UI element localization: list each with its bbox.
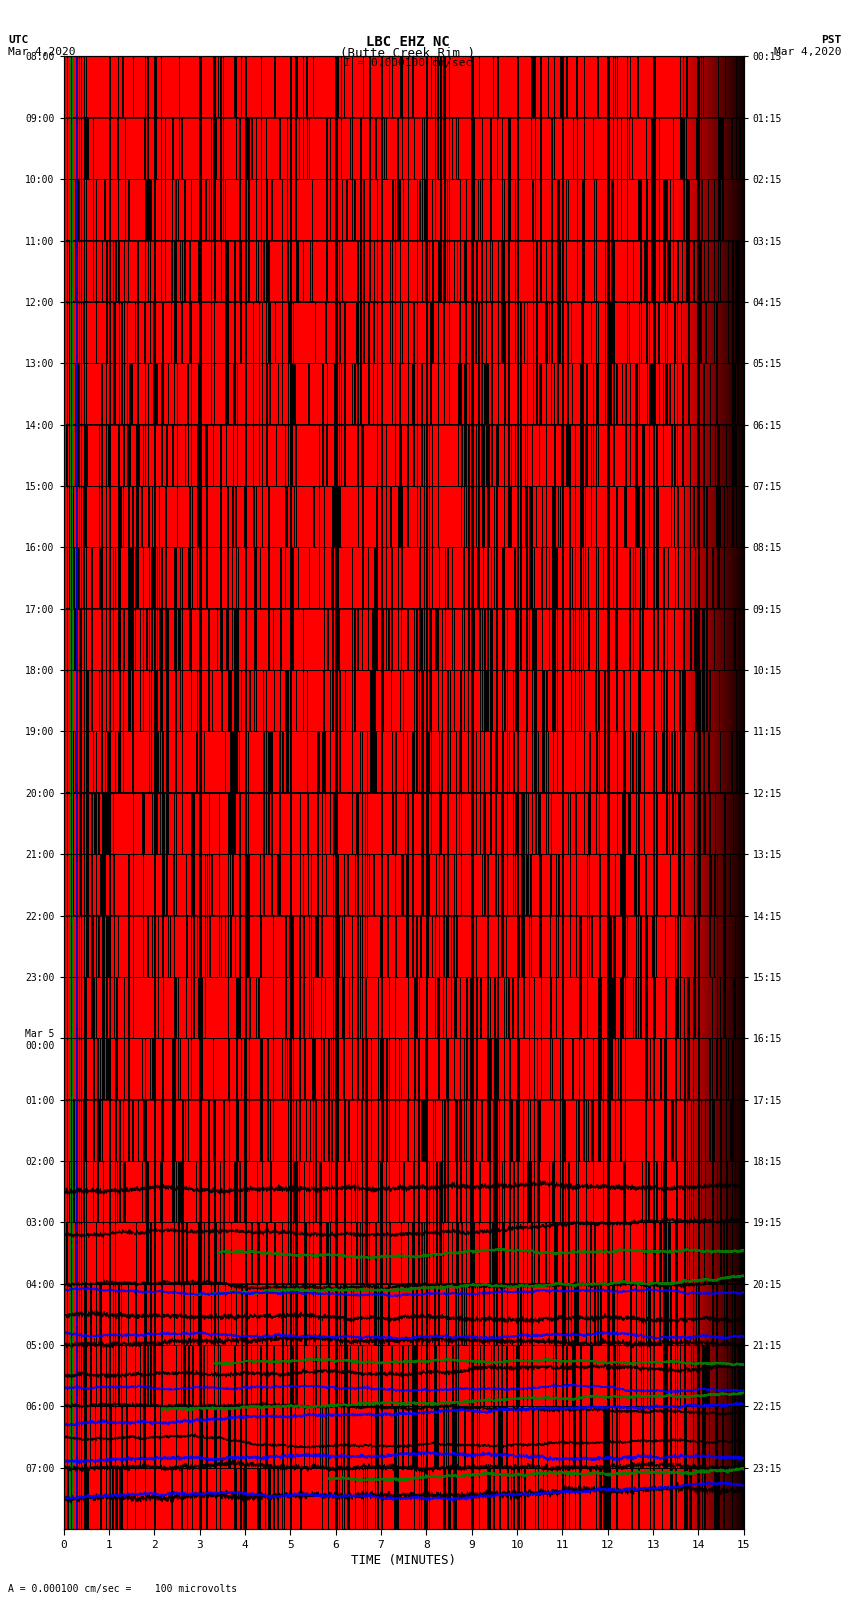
Text: LBC EHZ NC: LBC EHZ NC: [366, 35, 450, 50]
X-axis label: TIME (MINUTES): TIME (MINUTES): [351, 1553, 456, 1566]
Text: Mar 4,2020: Mar 4,2020: [8, 47, 76, 56]
Text: PST: PST: [821, 35, 842, 45]
Text: I = 0.000100 cm/sec: I = 0.000100 cm/sec: [344, 58, 472, 68]
Text: (Butte Creek Rim ): (Butte Creek Rim ): [341, 47, 475, 60]
Text: Mar 4,2020: Mar 4,2020: [774, 47, 842, 56]
Text: A = 0.000100 cm/sec =    100 microvolts: A = 0.000100 cm/sec = 100 microvolts: [8, 1584, 238, 1594]
Text: UTC: UTC: [8, 35, 29, 45]
